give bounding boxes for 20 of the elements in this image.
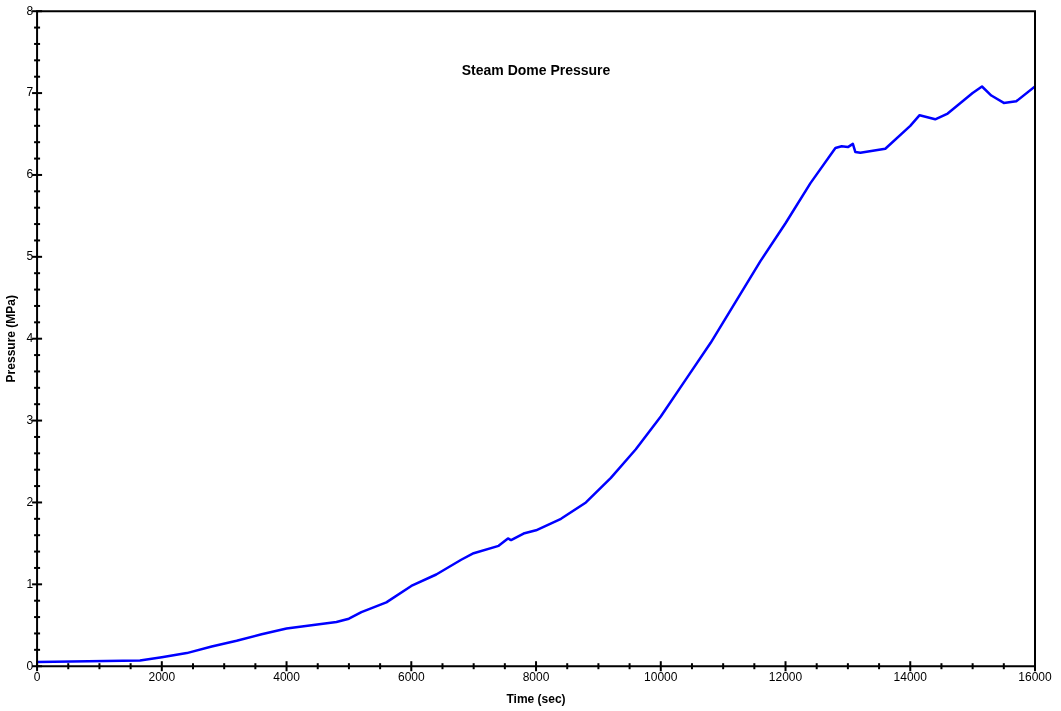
x-tick-label: 8000 bbox=[522, 669, 550, 684]
x-tick-label: 6000 bbox=[397, 669, 425, 684]
x-tick-label: 16000 bbox=[1018, 669, 1053, 684]
x-tick-label: 4000 bbox=[273, 669, 301, 684]
y-tick-label: 8 bbox=[26, 3, 34, 18]
y-tick-label: 1 bbox=[26, 576, 34, 591]
y-axis-title: Pressure (MPa) bbox=[3, 295, 18, 383]
y-tick-label: 5 bbox=[26, 249, 34, 264]
y-tick-label: 7 bbox=[26, 85, 34, 100]
text: Steam Dome Pressure bbox=[461, 62, 611, 79]
y-tick-label: 3 bbox=[26, 412, 34, 427]
y-tick-label: 6 bbox=[26, 167, 34, 182]
x-tick-label: 14000 bbox=[893, 669, 928, 684]
y-tick-label: 2 bbox=[26, 494, 34, 509]
x-tick-label: 12000 bbox=[768, 669, 803, 684]
y-tick-label: 4 bbox=[26, 331, 34, 346]
x-tick-label: 10000 bbox=[644, 669, 678, 684]
y-tick-label: 0 bbox=[26, 658, 34, 673]
x-tick-label: 2000 bbox=[148, 669, 176, 684]
x-axis-title: Time (sec) bbox=[506, 692, 566, 707]
